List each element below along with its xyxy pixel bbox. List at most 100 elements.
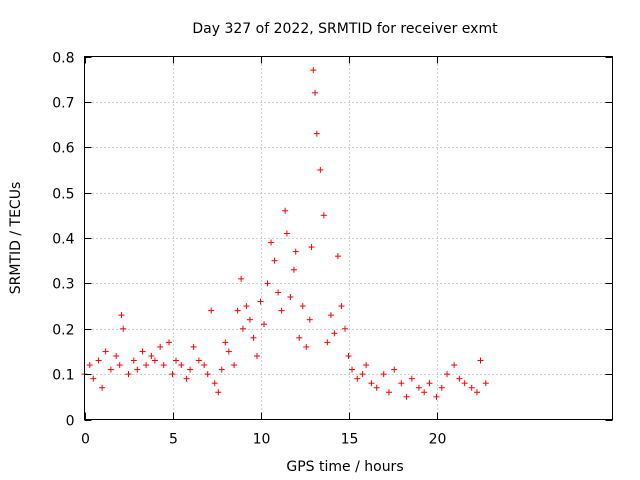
data-point (482, 380, 489, 387)
data-point (118, 312, 125, 319)
data-point (327, 312, 334, 319)
y-tick-label: 0.3 (52, 277, 74, 293)
data-point (477, 357, 484, 364)
data-point (173, 357, 180, 364)
data-point (250, 334, 257, 341)
data-point (151, 357, 158, 364)
data-point (312, 89, 319, 96)
data-point (461, 380, 468, 387)
data-point (143, 362, 150, 369)
y-tick-label: 0.8 (52, 51, 74, 67)
data-point (391, 366, 398, 373)
data-point (354, 375, 361, 382)
data-point (473, 389, 480, 396)
data-point (246, 316, 253, 323)
y-tick-label: 0.6 (52, 141, 74, 157)
data-point (183, 375, 190, 382)
data-point (231, 362, 238, 369)
y-tick-label: 0.2 (52, 323, 74, 339)
data-point (160, 362, 167, 369)
data-point (139, 348, 146, 355)
data-point (456, 375, 463, 382)
data-point (125, 371, 132, 378)
data-point (165, 339, 172, 346)
data-point (338, 303, 345, 310)
data-point (102, 348, 109, 355)
data-point (373, 384, 380, 391)
y-tick-label: 0.1 (52, 368, 74, 384)
x-axis-label: GPS time / hours (286, 459, 403, 475)
data-point (363, 362, 370, 369)
data-point (169, 371, 176, 378)
data-point (271, 257, 278, 264)
data-point (426, 380, 433, 387)
data-point (238, 275, 245, 282)
data-point (310, 67, 317, 74)
data-point (243, 303, 250, 310)
data-point (368, 380, 375, 387)
data-point (292, 248, 299, 255)
data-point (239, 325, 246, 332)
y-tick-label: 0.7 (52, 96, 74, 112)
data-point (421, 389, 428, 396)
data-point (320, 212, 327, 219)
data-point (178, 362, 185, 369)
data-point (385, 389, 392, 396)
data-point (187, 366, 194, 373)
data-point (444, 371, 451, 378)
x-tick-label: 0 (81, 432, 90, 448)
data-point (218, 366, 225, 373)
chart-title: Day 327 of 2022, SRMTID for receiver exm… (192, 21, 498, 37)
grid-lines (84, 56, 613, 420)
data-point (287, 293, 294, 300)
data-point (359, 371, 366, 378)
data-point (107, 366, 114, 373)
data-point (204, 371, 211, 378)
x-tick-label: 15 (341, 432, 359, 448)
data-point (296, 334, 303, 341)
x-tick-label: 5 (169, 432, 178, 448)
data-point (148, 352, 155, 359)
data-point (120, 325, 127, 332)
data-point (234, 307, 241, 314)
data-point (113, 352, 120, 359)
data-point (264, 280, 271, 287)
data-point (403, 393, 410, 400)
data-point (253, 352, 260, 359)
data-point (290, 266, 297, 273)
data-point (257, 298, 264, 305)
data-point (433, 393, 440, 400)
data-point (222, 339, 229, 346)
data-point (208, 307, 215, 314)
data-point (313, 130, 320, 137)
y-tick-label: 0.5 (52, 187, 74, 203)
data-point (90, 375, 97, 382)
data-point (134, 366, 141, 373)
data-point (201, 362, 208, 369)
data-point (157, 343, 164, 350)
data-point (95, 357, 102, 364)
data-point (268, 239, 275, 246)
data-point (438, 384, 445, 391)
data-point (408, 375, 415, 382)
data-point (116, 362, 123, 369)
data-point (331, 330, 338, 337)
y-tick-label: 0 (66, 414, 75, 430)
data-point (299, 303, 306, 310)
data-point (398, 380, 405, 387)
data-point (195, 357, 202, 364)
data-point (215, 389, 222, 396)
x-tick-label: 10 (253, 432, 271, 448)
data-point (451, 362, 458, 369)
data-point (341, 325, 348, 332)
data-point (334, 253, 341, 260)
data-point (317, 166, 324, 173)
data-point (349, 366, 356, 373)
data-point (278, 307, 285, 314)
data-point (308, 244, 315, 251)
data-point (190, 343, 197, 350)
data-point (261, 321, 268, 328)
data-point (306, 316, 313, 323)
data-point (415, 384, 422, 391)
